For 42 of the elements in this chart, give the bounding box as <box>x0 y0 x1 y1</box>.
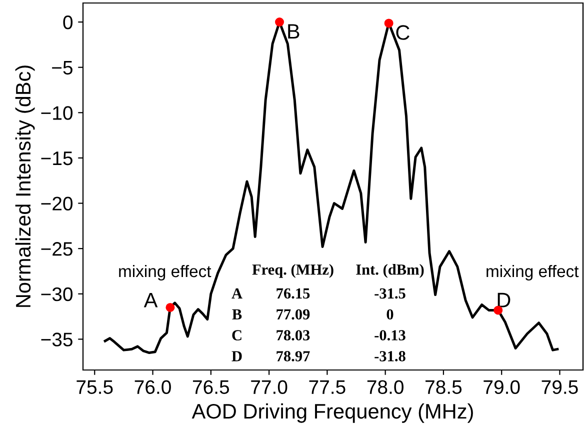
x-axis-title: AOD Driving Frequency (MHz) <box>192 403 473 423</box>
annotation: 78.03 <box>276 330 310 340</box>
x-tick-label: 78.5 <box>426 380 462 394</box>
annotation: 0 <box>386 309 394 320</box>
data-label: A <box>144 292 158 308</box>
annotation: Int. (dBm) <box>356 264 424 278</box>
y-tick-label: −5 <box>52 61 72 75</box>
annotation: -31.5 <box>374 288 406 299</box>
annotation: D <box>232 351 242 362</box>
point <box>275 18 284 27</box>
annotation: A <box>232 288 242 298</box>
x-tick-label: 76.5 <box>192 380 230 394</box>
data-label: C <box>396 25 410 40</box>
point <box>166 302 175 312</box>
y-tick-label: −10 <box>41 106 73 120</box>
x-tick-label: 79.5 <box>542 380 578 394</box>
y-tick-label: −20 <box>41 196 73 210</box>
y-tick-label: −30 <box>41 287 73 302</box>
y-axis-title: Normalized Intensity (dBc) <box>15 66 35 307</box>
y-tick-label: −35 <box>41 332 72 346</box>
y-tick-label: 0 <box>63 16 73 30</box>
x-tick-label: 77.0 <box>251 380 288 394</box>
annotation: Freq. (MHz) <box>252 264 334 278</box>
annotation: mixing effect <box>486 264 579 281</box>
annotation: mixing effect <box>119 264 212 281</box>
x-tick-label: 75.5 <box>76 380 113 394</box>
point <box>384 18 394 28</box>
data-label: D <box>498 292 510 308</box>
data-label: B <box>288 24 300 39</box>
x-tick-label: 79.0 <box>484 380 520 394</box>
annotation: 76.15 <box>276 288 310 299</box>
annotation: 78.97 <box>276 351 310 362</box>
x-tick-label: 77.5 <box>309 380 346 394</box>
y-tick-label: −15 <box>41 152 72 166</box>
annotation: -31.8 <box>374 351 406 362</box>
x-tick-label: 76.0 <box>134 380 171 394</box>
annotation: C <box>232 330 242 340</box>
annotation: 77.09 <box>276 309 310 320</box>
x-tick-label: 78.0 <box>367 380 404 394</box>
annotation: B <box>232 309 242 320</box>
y-tick-label: −25 <box>41 242 72 256</box>
annotation: -0.13 <box>374 330 406 340</box>
